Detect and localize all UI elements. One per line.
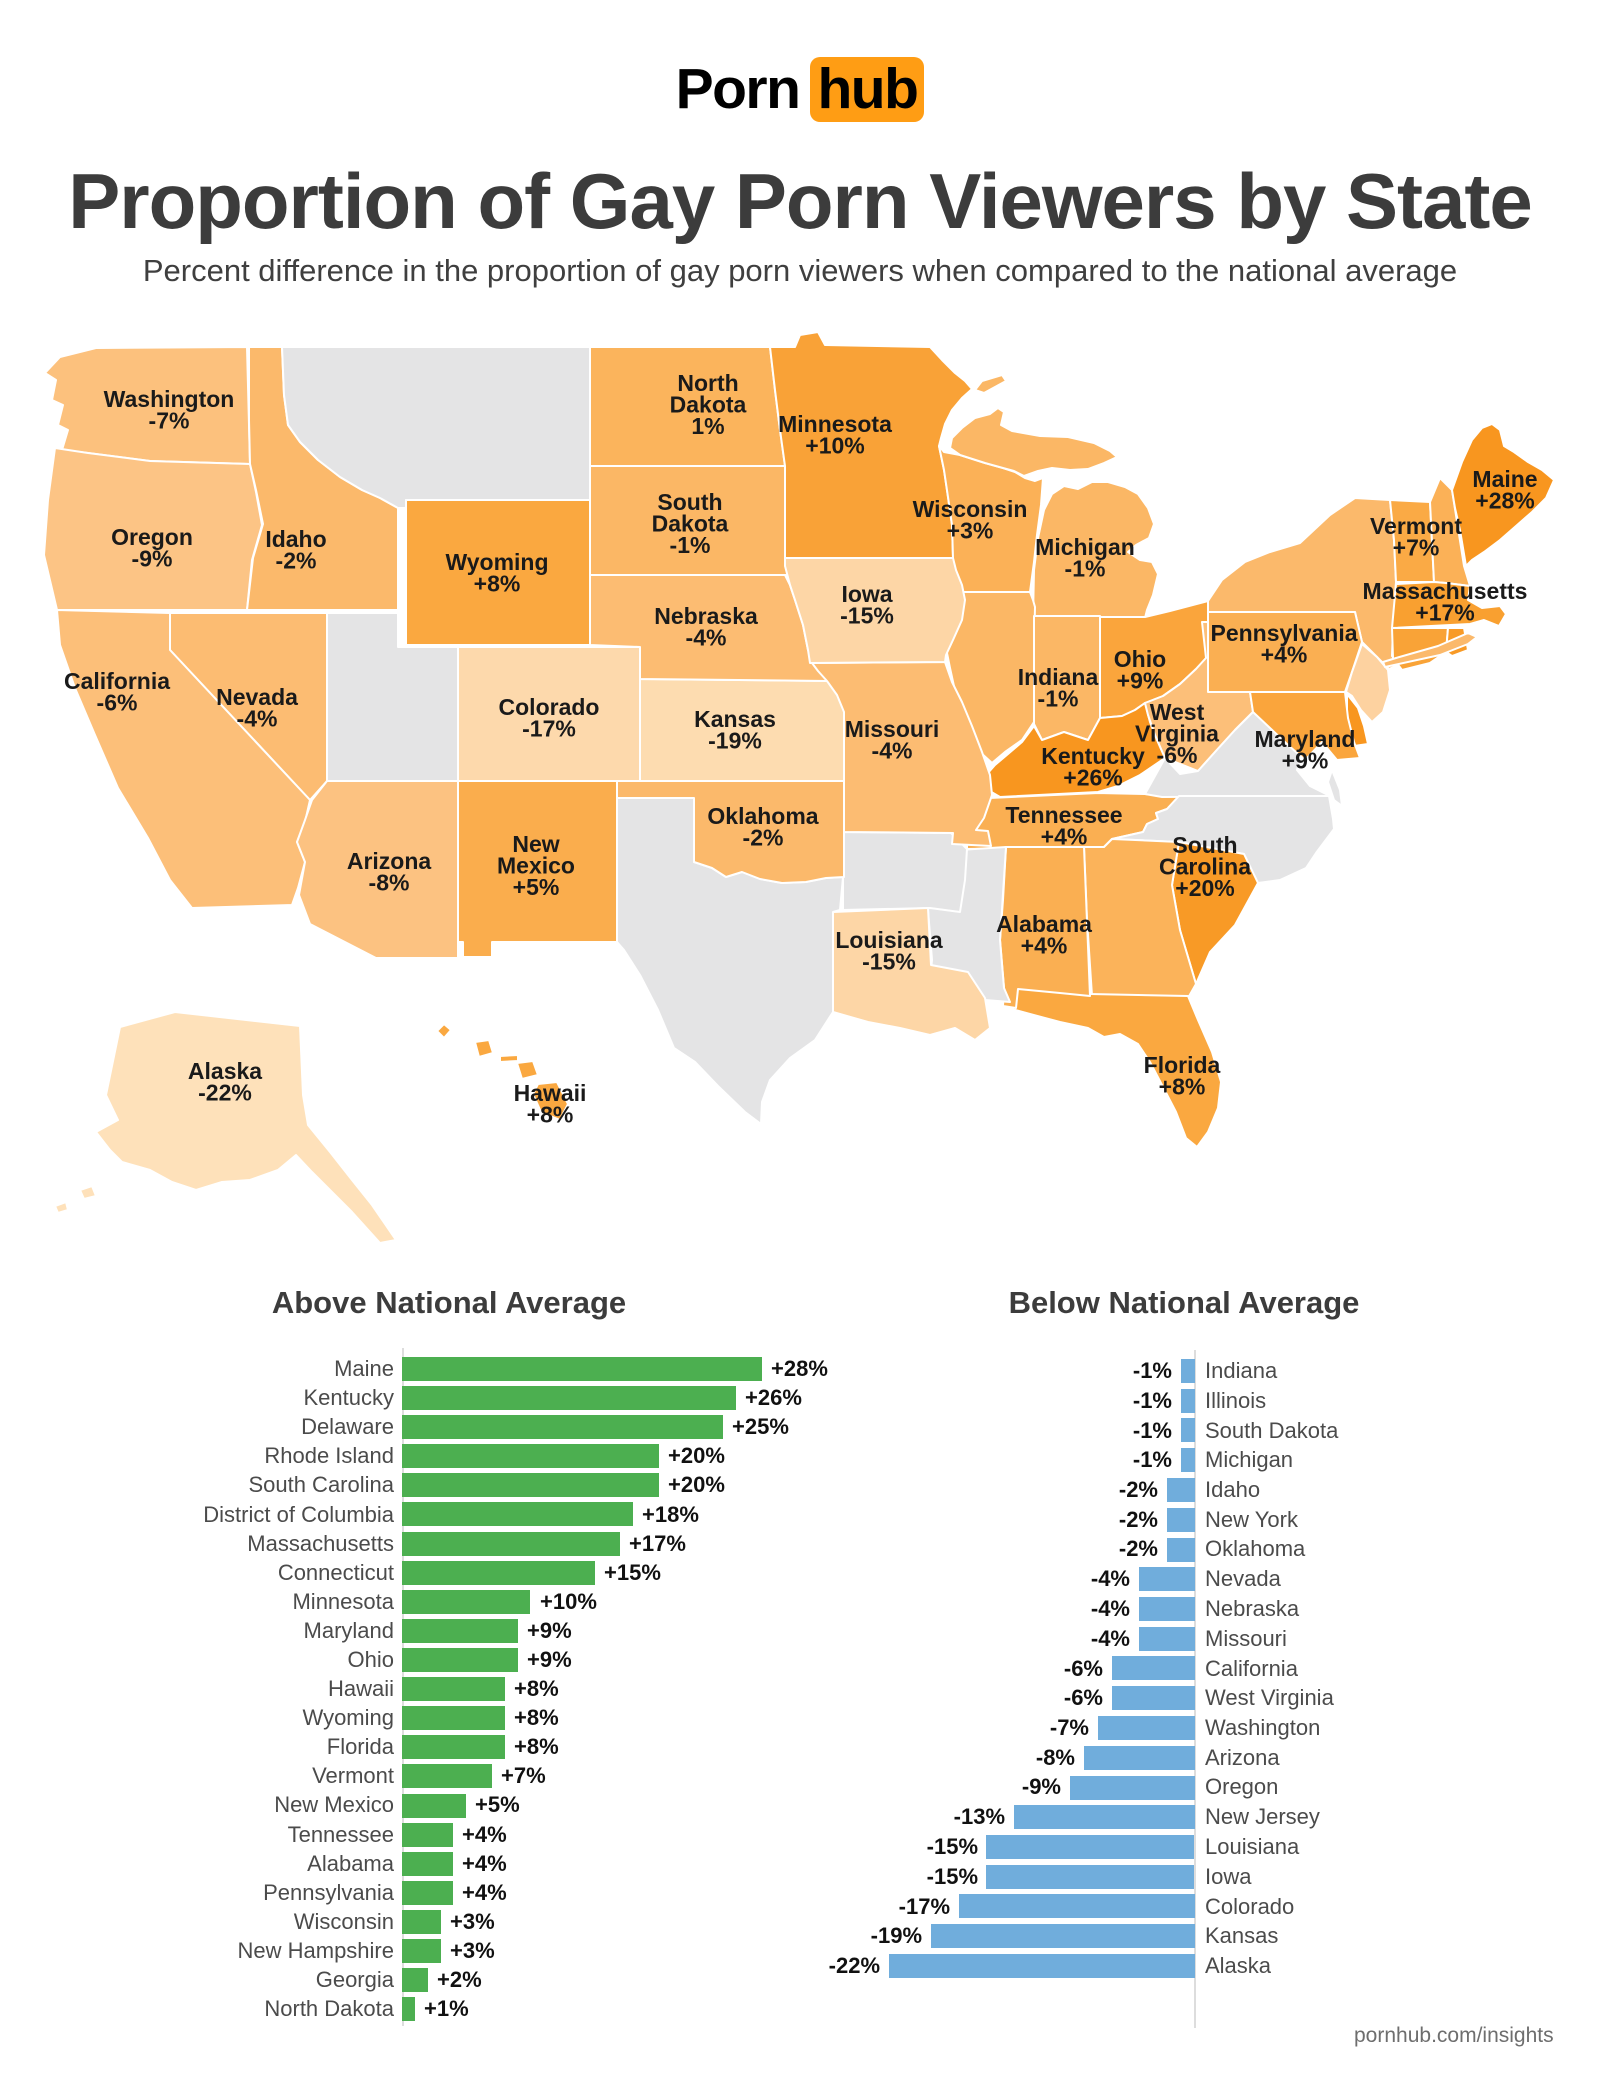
svg-text:-17%: -17% <box>522 716 576 742</box>
svg-text:-8%: -8% <box>369 870 410 896</box>
svg-text:Massachusetts: Massachusetts <box>1363 578 1528 604</box>
svg-text:Dakota: Dakota <box>670 392 747 418</box>
svg-text:Colorado: Colorado <box>499 694 600 720</box>
svg-text:-7%: -7% <box>149 408 190 434</box>
svg-text:California: California <box>64 668 170 694</box>
svg-text:-1%: -1% <box>1038 686 1079 712</box>
svg-text:Minnesota: Minnesota <box>778 411 892 437</box>
svg-text:+3%: +3% <box>947 518 994 544</box>
svg-text:Michigan: Michigan <box>1035 534 1135 560</box>
svg-text:Vermont: Vermont <box>1370 513 1462 539</box>
svg-text:-15%: -15% <box>862 949 916 975</box>
svg-text:+4%: +4% <box>1261 642 1308 668</box>
svg-text:+4%: +4% <box>1041 824 1088 850</box>
svg-text:Dakota: Dakota <box>652 511 729 537</box>
svg-text:+4%: +4% <box>1021 933 1068 959</box>
svg-text:Nebraska: Nebraska <box>654 603 758 629</box>
svg-text:+8%: +8% <box>474 571 521 597</box>
svg-text:Oregon: Oregon <box>111 524 193 550</box>
svg-text:North: North <box>677 370 738 396</box>
svg-text:-4%: -4% <box>237 706 278 732</box>
svg-text:Maryland: Maryland <box>1255 726 1356 752</box>
svg-text:Wyoming: Wyoming <box>445 549 548 575</box>
svg-text:Arizona: Arizona <box>347 848 432 874</box>
svg-text:-1%: -1% <box>1065 556 1106 582</box>
svg-text:Carolina: Carolina <box>1159 854 1251 880</box>
svg-text:+9%: +9% <box>1282 748 1329 774</box>
svg-text:+26%: +26% <box>1063 765 1122 791</box>
svg-text:+8%: +8% <box>1159 1074 1206 1100</box>
svg-text:Missouri: Missouri <box>845 716 940 742</box>
svg-text:+7%: +7% <box>1393 535 1440 561</box>
svg-text:South: South <box>657 489 722 515</box>
svg-text:Iowa: Iowa <box>841 581 892 607</box>
svg-text:+28%: +28% <box>1475 488 1534 514</box>
svg-text:+17%: +17% <box>1415 600 1474 626</box>
svg-text:Idaho: Idaho <box>265 526 326 552</box>
svg-text:Alaska: Alaska <box>188 1058 262 1084</box>
svg-text:Tennessee: Tennessee <box>1005 802 1122 828</box>
svg-text:+9%: +9% <box>1117 668 1164 694</box>
svg-text:Indiana: Indiana <box>1018 664 1099 690</box>
svg-text:-1%: -1% <box>670 532 711 558</box>
svg-text:-2%: -2% <box>743 825 784 851</box>
svg-text:-9%: -9% <box>132 546 173 572</box>
svg-text:1%: 1% <box>691 413 724 439</box>
svg-text:Oklahoma: Oklahoma <box>707 803 818 829</box>
svg-text:Nevada: Nevada <box>216 684 298 710</box>
svg-text:Louisiana: Louisiana <box>835 927 943 953</box>
svg-text:+5%: +5% <box>513 874 560 900</box>
svg-text:Virginia: Virginia <box>1135 721 1219 747</box>
svg-text:Maine: Maine <box>1472 466 1537 492</box>
svg-text:-2%: -2% <box>276 548 317 574</box>
svg-text:-4%: -4% <box>686 625 727 651</box>
svg-text:-22%: -22% <box>198 1080 252 1106</box>
svg-text:Florida: Florida <box>1144 1052 1221 1078</box>
svg-text:-19%: -19% <box>708 728 762 754</box>
svg-text:Alabama: Alabama <box>996 911 1092 937</box>
svg-text:Hawaii: Hawaii <box>514 1080 587 1106</box>
svg-text:Ohio: Ohio <box>1114 646 1166 672</box>
svg-text:Kentucky: Kentucky <box>1041 743 1145 769</box>
svg-text:New: New <box>512 831 559 857</box>
svg-text:-15%: -15% <box>840 603 894 629</box>
svg-text:Washington: Washington <box>104 386 235 412</box>
svg-text:+20%: +20% <box>1175 875 1234 901</box>
svg-text:Pennsylvania: Pennsylvania <box>1210 620 1357 646</box>
svg-text:-6%: -6% <box>1157 742 1198 768</box>
svg-text:+10%: +10% <box>805 433 864 459</box>
svg-text:Mexico: Mexico <box>497 853 575 879</box>
svg-text:Wisconsin: Wisconsin <box>913 496 1028 522</box>
svg-text:South: South <box>1172 832 1237 858</box>
svg-text:West: West <box>1150 699 1205 725</box>
svg-text:-4%: -4% <box>872 738 913 764</box>
svg-text:+8%: +8% <box>527 1102 574 1128</box>
svg-text:-6%: -6% <box>97 690 138 716</box>
svg-text:Kansas: Kansas <box>694 706 776 732</box>
